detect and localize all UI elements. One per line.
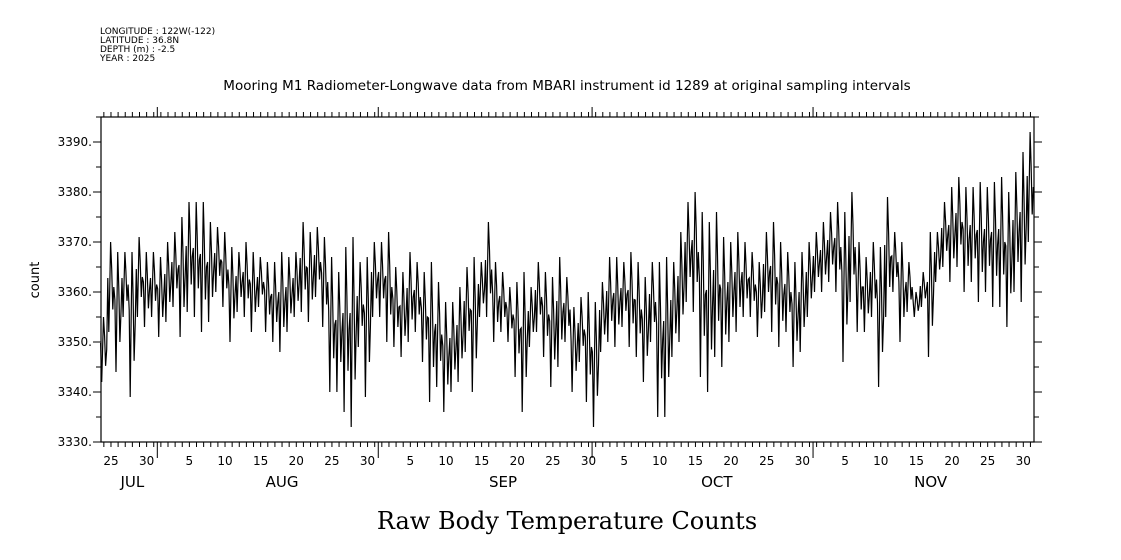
x-tick-label: 15: [688, 454, 703, 468]
month-label: SEP: [489, 473, 517, 491]
latitude-label: LATITUDE : 36.8N: [100, 36, 180, 46]
bottom-title: Raw Body Temperature Counts: [377, 507, 757, 535]
month-label: AUG: [266, 473, 299, 491]
x-tick-label: 20: [944, 454, 959, 468]
axes: [93, 107, 1042, 458]
longitude-label: LONGITUDE : 122W(-122): [100, 27, 216, 37]
x-tick-label: 30: [360, 454, 375, 468]
x-tick-label: 30: [795, 454, 810, 468]
x-tick-label: 20: [723, 454, 738, 468]
y-tick-label: 3360.: [58, 285, 92, 299]
chart-title: Mooring M1 Radiometer-Longwave data from…: [223, 78, 910, 94]
month-label: JUL: [119, 473, 144, 491]
depth-label: DEPTH (m) : -2.5: [100, 45, 176, 55]
x-tick-label: 15: [253, 454, 268, 468]
x-tick-label: 10: [438, 454, 453, 468]
metadata-block: LONGITUDE : 122W(-122) LATITUDE : 36.8N …: [100, 28, 215, 64]
y-tick-label: 3350.: [58, 335, 92, 349]
x-tick-label: 5: [186, 454, 194, 468]
x-tick-label: 5: [407, 454, 415, 468]
x-tick-label: 5: [620, 454, 628, 468]
year-label: YEAR : 2025: [100, 54, 156, 64]
x-tick-label: 20: [510, 454, 525, 468]
x-tick-label: 20: [289, 454, 304, 468]
x-tick-label: 10: [217, 454, 232, 468]
y-tick-label: 3370.: [58, 235, 92, 249]
x-tick-label: 15: [474, 454, 489, 468]
series-line-count: [100, 131, 1034, 428]
x-tick-label: 5: [841, 454, 849, 468]
x-tick-label: 30: [1016, 454, 1031, 468]
y-axis-label: count: [28, 262, 43, 299]
y-tick-label: 3340.: [58, 385, 92, 399]
x-tick-label: 30: [139, 454, 154, 468]
x-tick-label: 30: [581, 454, 596, 468]
y-tick-label: 3380.: [58, 185, 92, 199]
x-tick-label: 25: [759, 454, 774, 468]
x-tick-label: 25: [103, 454, 118, 468]
x-tick-label: 25: [324, 454, 339, 468]
y-tick-label: 3390.: [58, 135, 92, 149]
x-tick-label: 10: [873, 454, 888, 468]
month-label: NOV: [914, 473, 948, 491]
tick-labels: 3330. 3340. 3350. 3360. 3370. 3380. 3390. 25 30 5…: [58, 135, 1031, 491]
x-tick-label: 15: [909, 454, 924, 468]
y-tick-label: 3330.: [58, 435, 92, 449]
x-tick-label: 25: [545, 454, 560, 468]
x-tick-label: 10: [652, 454, 667, 468]
x-tick-label: 25: [980, 454, 995, 468]
month-label: OCT: [701, 473, 733, 491]
